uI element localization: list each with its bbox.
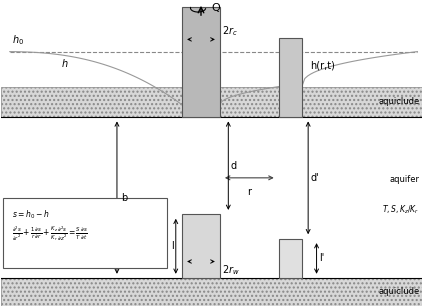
Text: h: h bbox=[61, 59, 68, 69]
Bar bbox=[1, 87, 422, 117]
Text: aquiclude: aquiclude bbox=[378, 97, 420, 106]
Bar bbox=[1, 117, 422, 278]
Text: r: r bbox=[247, 187, 251, 197]
Text: $h_0$: $h_0$ bbox=[12, 33, 24, 47]
Text: d': d' bbox=[310, 173, 319, 183]
Bar bbox=[182, 7, 220, 117]
Text: d: d bbox=[231, 161, 236, 171]
Text: Q: Q bbox=[212, 3, 220, 13]
FancyBboxPatch shape bbox=[3, 198, 168, 268]
Text: aquifer: aquifer bbox=[390, 175, 420, 184]
Text: l': l' bbox=[319, 254, 324, 263]
Text: $2r_w$: $2r_w$ bbox=[222, 263, 240, 277]
Text: $s = h_0 - h$: $s = h_0 - h$ bbox=[12, 208, 49, 221]
Bar bbox=[279, 239, 302, 278]
Text: b: b bbox=[121, 192, 127, 203]
Bar bbox=[1, 278, 422, 305]
Text: aquiclude: aquiclude bbox=[378, 287, 420, 297]
Text: $\frac{\partial^2 s}{\partial r^2}+\frac{1}{r}\frac{\partial s}{\partial r}+\fra: $\frac{\partial^2 s}{\partial r^2}+\frac… bbox=[12, 225, 88, 243]
Text: $2r_c$: $2r_c$ bbox=[222, 24, 238, 38]
Bar bbox=[279, 38, 302, 117]
Bar bbox=[182, 214, 220, 278]
Text: h(r,t): h(r,t) bbox=[310, 60, 335, 70]
Text: $T, S, K_z/K_r$: $T, S, K_z/K_r$ bbox=[382, 204, 420, 216]
Text: l: l bbox=[171, 241, 174, 251]
